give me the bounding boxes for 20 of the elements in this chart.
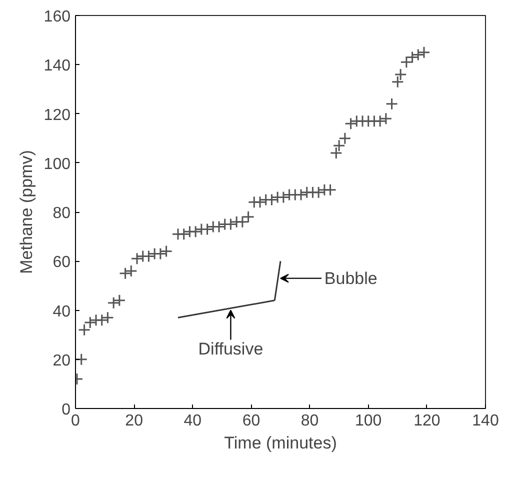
y-tick-label: 80 <box>52 205 71 222</box>
x-axis-title: Time (minutes) <box>224 434 337 452</box>
x-tick-label: 100 <box>355 412 382 430</box>
y-tick-label: 160 <box>44 8 71 26</box>
annotation: Bubble <box>324 268 378 288</box>
y-tick-label: 20 <box>52 352 71 370</box>
annotation: Diffusive <box>198 340 264 359</box>
y-tick-label: 0 <box>62 402 71 418</box>
y-tick-label: 120 <box>44 106 71 124</box>
y-tick-label: 140 <box>44 58 71 75</box>
x-tick-label: 20 <box>125 412 144 430</box>
x-tick-label: 80 <box>300 412 319 430</box>
x-tick-label: 60 <box>242 412 260 430</box>
y-axis-title: Methane (ppmv) <box>16 150 36 274</box>
y-tick-label: 40 <box>52 303 71 320</box>
y-tick-label: 60 <box>52 254 71 272</box>
x-tick-label: 140 <box>472 412 499 430</box>
y-tick-label: 100 <box>44 156 71 173</box>
x-tick-label: 120 <box>414 412 440 430</box>
x-tick-label: 40 <box>184 412 202 430</box>
